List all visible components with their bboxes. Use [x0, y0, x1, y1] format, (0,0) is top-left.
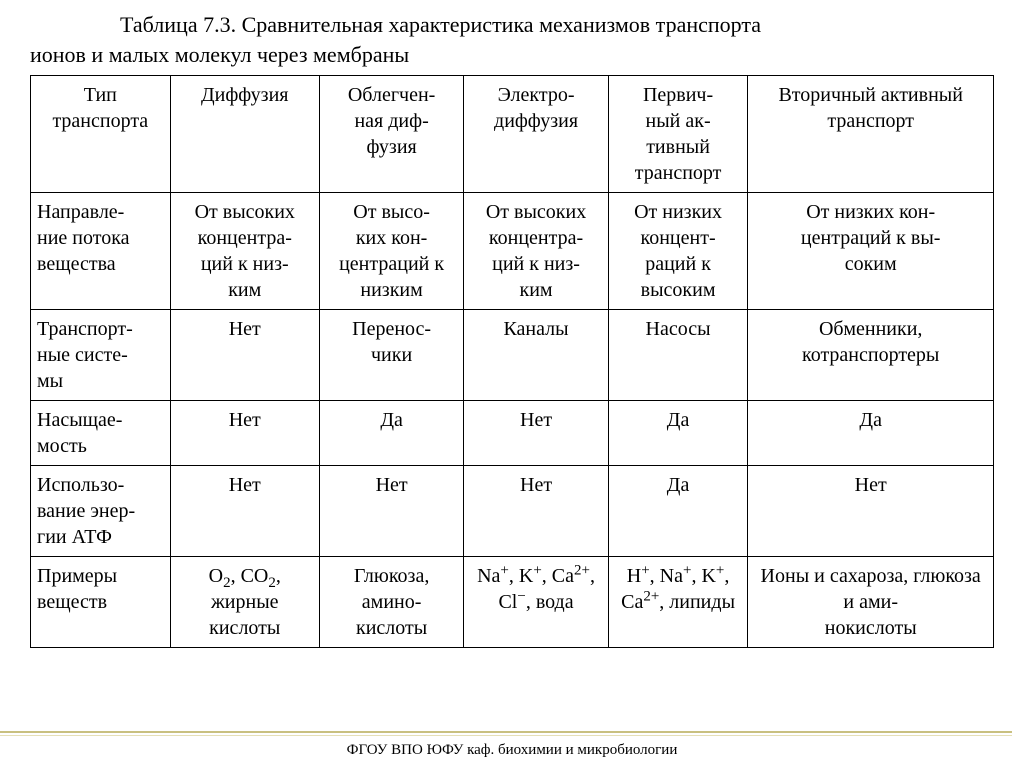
col-header: Облегчен-ная диф-фузия — [319, 76, 463, 193]
table-cell: Нет — [170, 310, 319, 401]
table-cell: Нет — [748, 466, 994, 557]
table-cell: Na+, K+, Ca2+, Cl−, вода — [464, 557, 608, 648]
row-header: Использо-вание энер-гии АТФ — [31, 466, 171, 557]
table-cell: От низких концент-раций к высоким — [608, 193, 748, 310]
table-cell: Глюкоза, амино-кислоты — [319, 557, 463, 648]
table-cell: Да — [608, 401, 748, 466]
caption-line-2: ионов и малых молекул через мембраны — [30, 42, 409, 67]
table-header-row: Тип транспорта Диффузия Облегчен-ная диф… — [31, 76, 994, 193]
row-header: Транспорт-ные систе-мы — [31, 310, 171, 401]
table-cell: Нет — [319, 466, 463, 557]
comparison-table: Тип транспорта Диффузия Облегчен-ная диф… — [30, 75, 994, 648]
col-header: Диффузия — [170, 76, 319, 193]
col-header: Первич-ный ак-тивный транспорт — [608, 76, 748, 193]
table-row: Использо-вание энер-гии АТФНетНетНетДаНе… — [31, 466, 994, 557]
row-header: Направле-ние потока вещества — [31, 193, 171, 310]
table-cell: Да — [608, 466, 748, 557]
table-cell: O2, CO2, жирные кислоты — [170, 557, 319, 648]
table-row: Направле-ние потока веществаОт высоких к… — [31, 193, 994, 310]
col-header: Электро-диффузия — [464, 76, 608, 193]
table-cell: Да — [319, 401, 463, 466]
table-caption: Таблица 7.3. Сравнительная характеристик… — [30, 10, 994, 69]
table-cell: Насосы — [608, 310, 748, 401]
table-cell: H+, Na+, K+, Ca2+, липиды — [608, 557, 748, 648]
table-row: Примеры веществO2, CO2, жирные кислотыГл… — [31, 557, 994, 648]
table-cell: Ионы и сахароза, глюкоза и ами-нокислоты — [748, 557, 994, 648]
table-cell: От высоких концентра-ций к низ-ким — [464, 193, 608, 310]
table-cell: Нет — [464, 401, 608, 466]
row-header: Насыщае-мость — [31, 401, 171, 466]
table-cell: Нет — [170, 466, 319, 557]
table-row: Транспорт-ные систе-мыНетПеренос-чикиКан… — [31, 310, 994, 401]
page: Таблица 7.3. Сравнительная характеристик… — [0, 0, 1024, 648]
col-header: Тип транспорта — [31, 76, 171, 193]
table-body: Направле-ние потока веществаОт высоких к… — [31, 193, 994, 648]
table-cell: Перенос-чики — [319, 310, 463, 401]
table-cell: От высо-ких кон-центраций к низким — [319, 193, 463, 310]
table-cell: Нет — [170, 401, 319, 466]
table-cell: От высоких концентра-ций к низ-ким — [170, 193, 319, 310]
footer-rule — [0, 731, 1012, 733]
table-cell: От низких кон-центраций к вы-соким — [748, 193, 994, 310]
table-cell: Да — [748, 401, 994, 466]
table-cell: Обменники, котранспортеры — [748, 310, 994, 401]
footer-text: ФГОУ ВПО ЮФУ каф. биохимии и микробиолог… — [0, 742, 1024, 759]
table-row: Насыщае-мостьНетДаНетДаДа — [31, 401, 994, 466]
table-cell: Каналы — [464, 310, 608, 401]
caption-line-1: Таблица 7.3. Сравнительная характеристик… — [30, 10, 994, 40]
col-header: Вторичный активный транспорт — [748, 76, 994, 193]
table-cell: Нет — [464, 466, 608, 557]
row-header: Примеры веществ — [31, 557, 171, 648]
